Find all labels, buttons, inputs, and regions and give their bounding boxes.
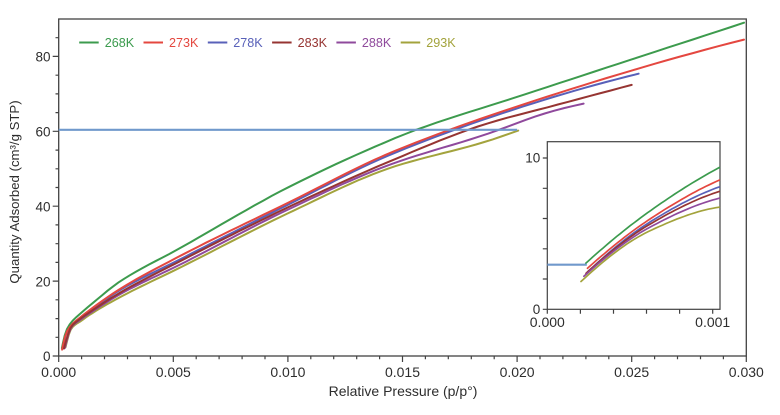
svg-text:0.005: 0.005: [156, 364, 191, 380]
svg-text:0.020: 0.020: [500, 364, 535, 380]
svg-text:0.015: 0.015: [385, 364, 420, 380]
svg-text:0.001: 0.001: [695, 314, 730, 330]
svg-text:0.000: 0.000: [530, 314, 565, 330]
svg-text:0.030: 0.030: [729, 364, 764, 380]
svg-text:0.000: 0.000: [41, 364, 76, 380]
svg-text:288K: 288K: [362, 36, 392, 50]
svg-text:80: 80: [35, 50, 50, 65]
svg-text:0: 0: [43, 349, 51, 364]
svg-text:Quantity Adsorbed (cm³/g STP): Quantity Adsorbed (cm³/g STP): [7, 100, 22, 283]
svg-text:268K: 268K: [105, 36, 135, 50]
svg-text:283K: 283K: [298, 36, 328, 50]
svg-text:0.010: 0.010: [270, 364, 305, 380]
svg-text:40: 40: [35, 199, 50, 214]
svg-text:278K: 278K: [233, 36, 263, 50]
svg-text:Relative Pressure (p/p°): Relative Pressure (p/p°): [329, 383, 478, 399]
svg-text:293K: 293K: [426, 36, 456, 50]
svg-text:60: 60: [35, 125, 50, 140]
svg-text:20: 20: [35, 274, 50, 289]
svg-text:0.025: 0.025: [614, 364, 649, 380]
svg-text:273K: 273K: [169, 36, 199, 50]
svg-text:10: 10: [525, 151, 540, 166]
svg-text:0: 0: [533, 302, 541, 317]
